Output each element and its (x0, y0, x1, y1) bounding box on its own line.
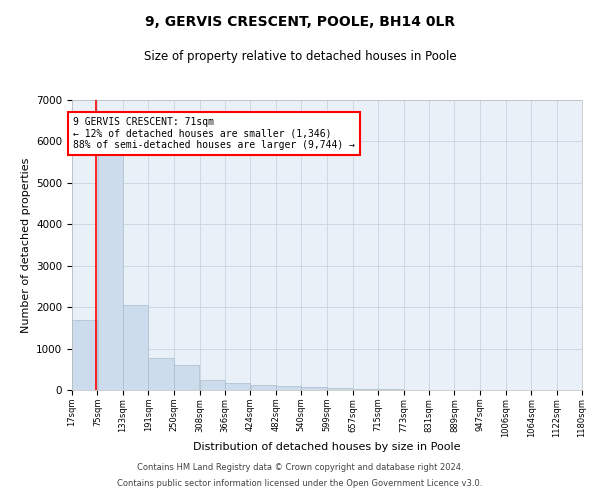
Bar (225, 383, 250, 390)
Y-axis label: Number of detached properties: Number of detached properties (20, 158, 31, 332)
Text: 9, GERVIS CRESCENT, POOLE, BH14 0LR: 9, GERVIS CRESCENT, POOLE, BH14 0LR (145, 15, 455, 29)
Bar (148, 358, 173, 390)
Text: 9 GERVIS CRESCENT: 71sqm
← 12% of detached houses are smaller (1,346)
88% of sem: 9 GERVIS CRESCENT: 71sqm ← 12% of detach… (73, 116, 355, 150)
Bar (200, 380, 225, 390)
Bar (123, 305, 148, 390)
X-axis label: Distribution of detached houses by size in Poole: Distribution of detached houses by size … (193, 442, 461, 452)
Bar (353, 389, 378, 390)
Bar (328, 388, 353, 390)
Bar (301, 388, 326, 390)
Text: Contains HM Land Registry data © Crown copyright and database right 2024.: Contains HM Land Registry data © Crown c… (137, 464, 463, 472)
Bar (251, 385, 276, 390)
Text: Contains public sector information licensed under the Open Government Licence v3: Contains public sector information licen… (118, 478, 482, 488)
Bar (175, 365, 199, 390)
Bar (72, 320, 97, 390)
Bar (98, 146, 123, 390)
Text: Size of property relative to detached houses in Poole: Size of property relative to detached ho… (143, 50, 457, 63)
Bar (276, 386, 301, 390)
